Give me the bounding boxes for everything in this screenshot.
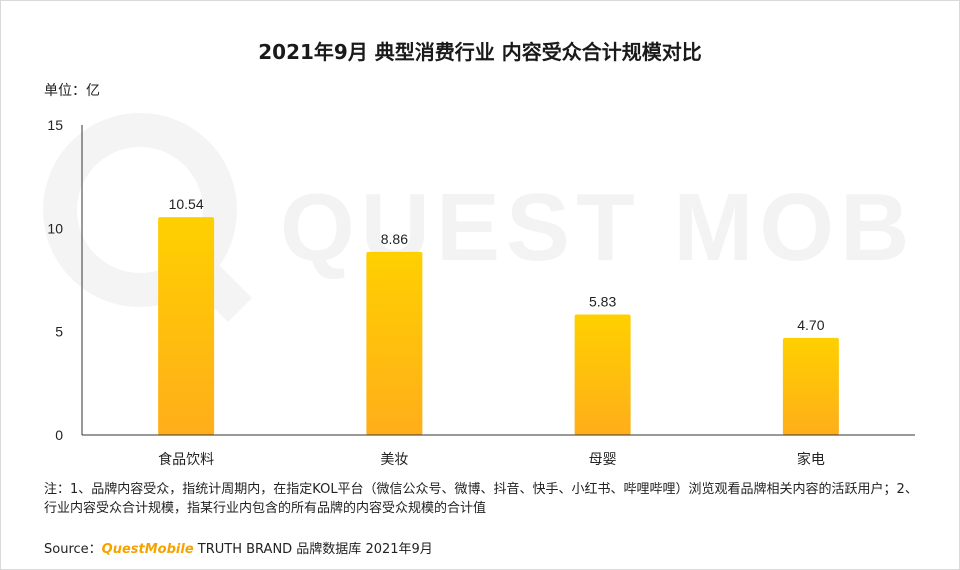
bar bbox=[574, 314, 631, 435]
footnote: 注：1、品牌内容受众，指统计周期内，在指定KOL平台（微信公众号、微博、抖音、快… bbox=[44, 482, 918, 516]
source-suffix: TRUTH BRAND 品牌数据库 2021年9月 bbox=[193, 542, 433, 557]
x-category-label: 母婴 bbox=[589, 452, 617, 468]
y-axis: 0 5 10 15 bbox=[47, 117, 83, 443]
x-category-label: 食品饮料 bbox=[158, 451, 214, 468]
bars: 10.54 8.86 5.83 4.70 bbox=[158, 196, 839, 435]
chart-title: 2021年9月 典型消费行业 内容受众合计规模对比 bbox=[258, 40, 702, 64]
y-tick-label: 5 bbox=[55, 324, 63, 340]
x-category-label: 美妆 bbox=[380, 452, 408, 468]
source-prefix: Source： bbox=[44, 542, 102, 557]
bar bbox=[366, 251, 423, 435]
bar-value-label: 4.70 bbox=[797, 317, 824, 333]
bar bbox=[158, 217, 215, 435]
y-tick-label: 15 bbox=[47, 117, 63, 133]
y-tick-label: 10 bbox=[47, 220, 63, 236]
bar-chart: 0 5 10 15 10.54 8.86 5.83 4.70 食品饮料 美妆 母婴 家电 bbox=[47, 117, 915, 468]
bar bbox=[782, 337, 839, 435]
source-brand: QuestMobile bbox=[101, 542, 194, 557]
x-category-label: 家电 bbox=[797, 451, 825, 468]
unit-label: 单位：亿 bbox=[44, 83, 100, 99]
bar-value-label: 8.86 bbox=[381, 231, 408, 247]
y-tick-label: 0 bbox=[55, 427, 63, 443]
bar-value-label: 5.83 bbox=[589, 294, 616, 310]
source-line: Source：QuestMobile TRUTH BRAND 品牌数据库 202… bbox=[44, 538, 433, 557]
x-axis: 食品饮料 美妆 母婴 家电 bbox=[82, 434, 915, 468]
bar-value-label: 10.54 bbox=[169, 196, 204, 212]
